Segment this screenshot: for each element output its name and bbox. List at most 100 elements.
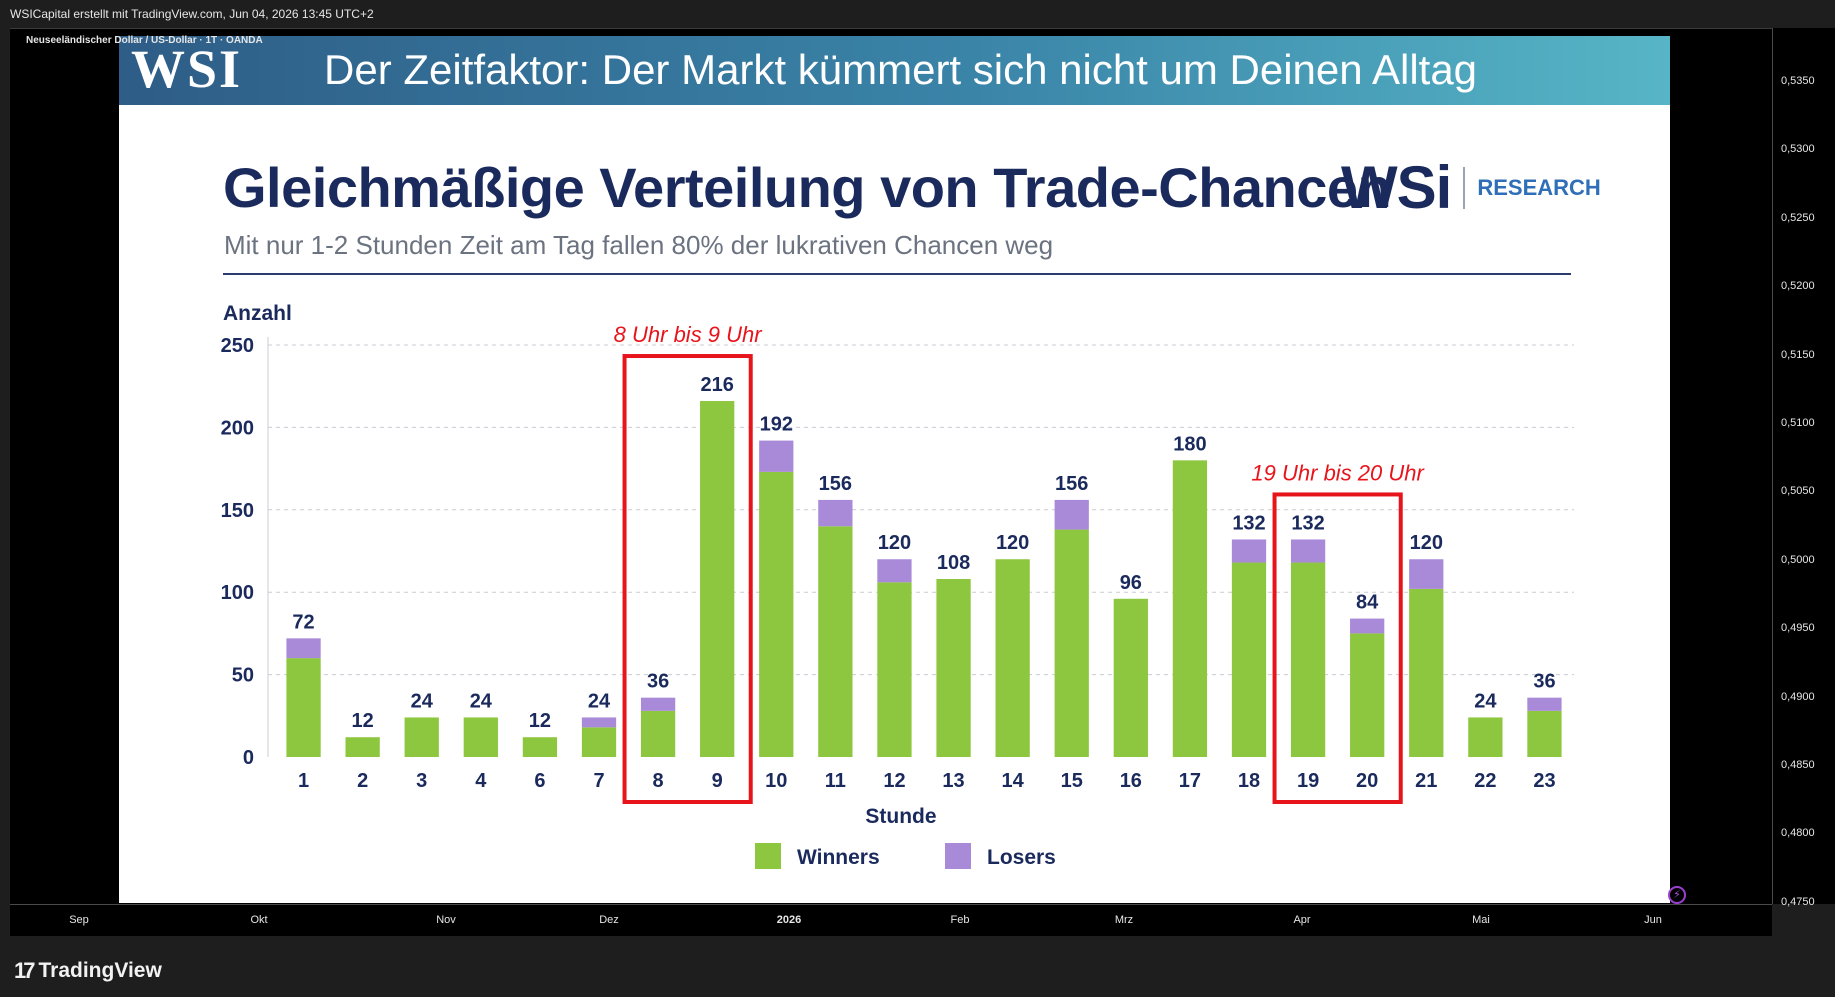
legend-label: Winners [797, 846, 880, 869]
winners-bar [286, 658, 321, 757]
x-tick-label: 12 [883, 770, 905, 792]
x-tick-label: 14 [1002, 770, 1025, 792]
price-tick-label: 0,5150 [1781, 348, 1815, 361]
winners-bar [1172, 460, 1208, 757]
losers-bar [1409, 559, 1444, 589]
price-axis[interactable]: 0,5350 0,5300 0,5250 0,5200 0,5150 0,5100 0,50… [1772, 28, 1835, 908]
winners-bar [759, 471, 794, 757]
title-rule [223, 273, 1571, 275]
x-tick-label: 23 [1533, 770, 1555, 792]
bar-total-label: 24 [588, 690, 611, 712]
x-tick-label: 21 [1415, 770, 1437, 792]
symbol-label[interactable]: Neuseeländischer Dollar / US-Dollar · 1T… [26, 35, 263, 46]
bar-total-label: 24 [470, 690, 493, 712]
time-tick-label: Jun [1644, 914, 1662, 926]
y-axis-title: Anzahl [223, 302, 292, 325]
y-tick-label: 0 [243, 747, 254, 769]
annotation-label: 8 Uhr bis 9 Uhr [614, 322, 764, 347]
x-tick-label: 3 [416, 770, 427, 792]
losers-bar [286, 638, 321, 659]
winners-bar [1290, 562, 1326, 757]
x-tick-label: 19 [1297, 770, 1319, 792]
tradingview-mark-icon: 17 [14, 958, 36, 983]
losers-bar [640, 697, 676, 711]
losers-bar [581, 717, 617, 728]
x-tick-label: 17 [1179, 770, 1201, 792]
annotation-label: 19 Uhr bis 20 Uhr [1251, 460, 1425, 485]
bar-total-label: 12 [529, 710, 551, 732]
bar-chart: 050100150200250AnzahlStunde7211222432441… [221, 302, 1574, 869]
bar-total-label: 12 [352, 710, 374, 732]
x-tick-label: 15 [1061, 770, 1083, 792]
losers-legend-swatch [945, 843, 971, 869]
price-tick-label: 0,5300 [1781, 143, 1815, 156]
bar-total-label: 120 [1410, 532, 1443, 554]
y-tick-label: 150 [221, 500, 254, 522]
x-tick-label: 8 [653, 770, 664, 792]
winners-bar [877, 582, 912, 757]
bar-total-label: 96 [1120, 572, 1142, 594]
winners-bar [1231, 562, 1267, 757]
bar-total-label: 36 [1533, 671, 1555, 693]
y-tick-label: 250 [221, 335, 254, 357]
time-tick-label: Mrz [1114, 914, 1134, 926]
chart-subtitle: Mit nur 1-2 Stunden Zeit am Tag fallen 8… [224, 230, 1054, 260]
slide-banner: WSI Der Zeitfaktor: Der Markt kümmert si… [119, 36, 1670, 105]
losers-bar [1231, 539, 1267, 563]
x-tick-label: 16 [1120, 770, 1142, 792]
winners-bar [700, 401, 735, 757]
price-tick-label: 0,4850 [1781, 759, 1815, 771]
winners-legend-swatch [755, 843, 781, 869]
annotation-box [1272, 492, 1403, 804]
bar-total-label: 72 [292, 611, 314, 633]
x-tick-label: 13 [942, 770, 964, 792]
price-tick-label: 0,4750 [1781, 895, 1815, 908]
bar-total-label: 108 [937, 552, 970, 574]
time-tick-label: Apr [1293, 914, 1311, 926]
tradingview-logo[interactable]: 17 TradingView [14, 958, 162, 984]
bar-total-label: 120 [878, 532, 911, 554]
bar-total-label: 120 [996, 532, 1029, 554]
losers-bar [1054, 499, 1089, 530]
bar-total-label: 24 [1474, 690, 1497, 712]
bar-total-label: 36 [647, 671, 669, 693]
winners-bar [936, 579, 971, 757]
legend-label: Losers [987, 846, 1056, 869]
bar-total-label: 180 [1173, 433, 1206, 455]
winners-bar [818, 526, 853, 757]
tradingview-header: WSICapital erstellt mit TradingView.com,… [0, 0, 1835, 28]
y-tick-label: 200 [221, 417, 254, 439]
bar-total-label: 156 [819, 473, 852, 495]
tradingview-footer: 17 TradingView [0, 936, 1835, 997]
research-wsi-logo: WSi [1341, 154, 1452, 221]
time-tick-label: Okt [250, 914, 268, 926]
bar-total-label: 132 [1291, 512, 1324, 534]
bar-total-label: 216 [700, 374, 733, 396]
price-tick-label: 0,5000 [1781, 553, 1815, 566]
time-tick-label: Sep [69, 914, 89, 926]
winners-bar [640, 710, 676, 757]
bar-total-label: 84 [1356, 592, 1379, 614]
winners-bar [1113, 598, 1148, 757]
time-axis[interactable]: Sep Okt Nov Dez 2026 Feb Mrz Apr Mai Jun [10, 904, 1772, 936]
price-tick-label: 0,5100 [1781, 417, 1815, 429]
losers-bar [759, 440, 794, 472]
losers-bar [1290, 539, 1326, 563]
winners-bar [463, 717, 498, 757]
x-tick-label: 11 [825, 770, 846, 792]
price-tick-label: 0,4950 [1781, 622, 1815, 635]
winners-bar [404, 717, 439, 757]
x-tick-label: 7 [593, 770, 604, 792]
losers-bar [877, 559, 912, 583]
losers-bar [818, 499, 853, 527]
winners-bar [1350, 633, 1385, 757]
lightning-icon[interactable]: ⚡ [1668, 886, 1686, 904]
x-tick-label: 10 [765, 770, 787, 792]
x-tick-label: 1 [298, 770, 309, 792]
x-tick-label: 6 [534, 770, 545, 792]
x-tick-label: 20 [1356, 770, 1378, 792]
banner-title: Der Zeitfaktor: Der Markt kümmert sich n… [324, 46, 1478, 93]
research-brand: WSi RESEARCH [1341, 153, 1601, 222]
x-tick-label: 2 [357, 770, 368, 792]
y-tick-label: 100 [221, 582, 254, 604]
